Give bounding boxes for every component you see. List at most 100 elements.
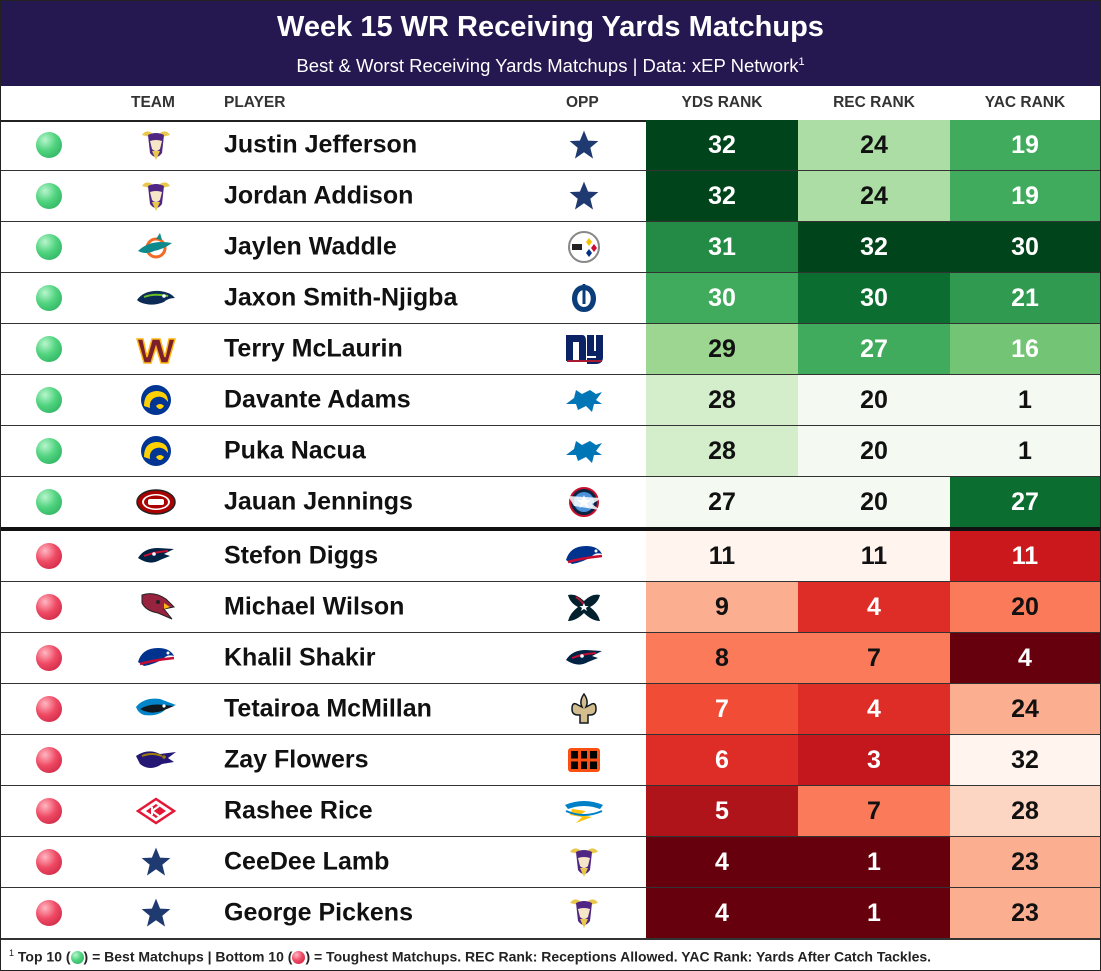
- opponent-logo-icon: [562, 382, 606, 418]
- yds-rank-cell: 11: [646, 531, 798, 581]
- good-matchup-dot-icon: [36, 438, 62, 464]
- yds-rank-cell: 7: [646, 684, 798, 734]
- bad-matchup-dot-icon: [36, 798, 62, 824]
- player-name: Jaylen Waddle: [224, 232, 397, 261]
- bad-matchup-dot-icon: [36, 696, 62, 722]
- opponent-logo-icon: [562, 589, 606, 625]
- rec-rank-cell: 32: [798, 222, 950, 272]
- column-header-rec-rank: REC RANK: [833, 94, 915, 111]
- yds-rank-cell: 27: [646, 477, 798, 527]
- opponent-logo-icon: [562, 433, 606, 469]
- yds-rank-cell: 4: [646, 837, 798, 887]
- table-row: Terry McLaurin 29 27 16: [1, 324, 1100, 375]
- player-name: Stefon Diggs: [224, 541, 379, 570]
- team-logo-icon: [134, 844, 178, 880]
- opponent-logo-icon: [562, 844, 606, 880]
- team-logo-icon: [134, 895, 178, 931]
- bad-matchup-dot-icon: [36, 543, 62, 569]
- yds-rank-cell: 28: [646, 375, 798, 425]
- yds-rank-cell: 31: [646, 222, 798, 272]
- opponent-logo-icon: [562, 331, 606, 367]
- good-matchup-dot-icon: [36, 285, 62, 311]
- opponent-logo-icon: [562, 742, 606, 778]
- opponent-logo-icon: [562, 229, 606, 265]
- opponent-logo-icon: [562, 793, 606, 829]
- player-name: Jauan Jennings: [224, 487, 413, 516]
- player-name: Tetairoa McMillan: [224, 694, 432, 723]
- rec-rank-cell: 27: [798, 324, 950, 374]
- rec-rank-cell: 4: [798, 684, 950, 734]
- yds-rank-cell: 6: [646, 735, 798, 785]
- footer-part-3: ) = Toughest Matchups. REC Rank: Recepti…: [305, 948, 932, 965]
- bad-matchup-dot-icon: [36, 747, 62, 773]
- opponent-logo-icon: [562, 538, 606, 574]
- yac-rank-cell: 32: [950, 735, 1100, 785]
- table-row: Stefon Diggs 11 11 11: [1, 531, 1100, 582]
- subtitle-footnote-marker: 1: [798, 55, 805, 68]
- opponent-logo-icon: [562, 127, 606, 163]
- yac-rank-cell: 1: [950, 426, 1100, 476]
- rec-rank-cell: 11: [798, 531, 950, 581]
- yac-rank-cell: 19: [950, 120, 1100, 170]
- yds-rank-cell: 28: [646, 426, 798, 476]
- yac-rank-cell: 30: [950, 222, 1100, 272]
- rec-rank-cell: 4: [798, 582, 950, 632]
- yac-rank-cell: 20: [950, 582, 1100, 632]
- good-matchup-dot-icon: [36, 387, 62, 413]
- yds-rank-cell: 4: [646, 888, 798, 938]
- yds-rank-cell: 32: [646, 171, 798, 221]
- bad-matchup-dot-icon: [36, 645, 62, 671]
- bad-matchup-dot-icon: [36, 594, 62, 620]
- column-header-player: PLAYER: [224, 94, 286, 111]
- good-matchup-dot-icon: [36, 183, 62, 209]
- yac-rank-cell: 1: [950, 375, 1100, 425]
- bad-matchup-dot-icon: [36, 849, 62, 875]
- good-matchup-dot-icon: [36, 132, 62, 158]
- player-name: Zay Flowers: [224, 745, 369, 774]
- team-logo-icon: [134, 127, 178, 163]
- team-logo-icon: [134, 538, 178, 574]
- table-row: Jauan Jennings 27 20 27: [1, 477, 1100, 531]
- rec-rank-cell: 24: [798, 171, 950, 221]
- footer-footnote-marker: 1: [9, 948, 15, 958]
- good-matchup-dot-icon: [36, 489, 62, 515]
- table-row: CeeDee Lamb 4 1 23: [1, 837, 1100, 888]
- yac-rank-cell: 11: [950, 531, 1100, 581]
- player-name: Terry McLaurin: [224, 334, 403, 363]
- column-header-team: TEAM: [131, 94, 175, 111]
- opponent-logo-icon: [562, 280, 606, 316]
- table-row: Rashee Rice 5 7 28: [1, 786, 1100, 837]
- team-logo-icon: [134, 742, 178, 778]
- table-row: Michael Wilson 9 4 20: [1, 582, 1100, 633]
- table-row: Jaxon Smith-Njigba 30 30 21: [1, 273, 1100, 324]
- footer-part-2: ) = Best Matchups | Bottom 10 (: [83, 948, 293, 965]
- column-header-opp: OPP: [566, 94, 599, 111]
- good-matchup-dot-icon: [36, 336, 62, 362]
- player-name: Puka Nacua: [224, 436, 366, 465]
- rec-rank-cell: 20: [798, 375, 950, 425]
- table-row: Jordan Addison 32 24 19: [1, 171, 1100, 222]
- rec-rank-cell: 1: [798, 888, 950, 938]
- rec-rank-cell: 3: [798, 735, 950, 785]
- column-header-yac-rank: YAC RANK: [984, 94, 1066, 111]
- chart-title: Week 15 WR Receiving Yards Matchups: [277, 11, 824, 43]
- table-body: Justin Jefferson 32 24 19 Jordan Addison 32 24…: [1, 120, 1100, 939]
- table-row: Tetairoa McMillan 7 4 24: [1, 684, 1100, 735]
- team-logo-icon: [134, 484, 178, 520]
- player-name: George Pickens: [224, 898, 413, 927]
- yac-rank-cell: 19: [950, 171, 1100, 221]
- rec-rank-cell: 7: [798, 786, 950, 836]
- chart-subtitle: Best & Worst Receiving Yards Matchups | …: [1, 55, 1100, 77]
- column-header-row: TEAM PLAYER OPP YDS RANK REC RANK YAC RA…: [1, 86, 1100, 122]
- yds-rank-cell: 29: [646, 324, 798, 374]
- opponent-logo-icon: [562, 691, 606, 727]
- table-row: Puka Nacua 28 20 1: [1, 426, 1100, 477]
- opponent-logo-icon: [562, 895, 606, 931]
- team-logo-icon: [134, 280, 178, 316]
- rec-rank-cell: 1: [798, 837, 950, 887]
- team-logo-icon: [134, 382, 178, 418]
- yds-rank-cell: 5: [646, 786, 798, 836]
- player-name: Jaxon Smith-Njigba: [224, 283, 458, 312]
- player-name: Rashee Rice: [224, 796, 373, 825]
